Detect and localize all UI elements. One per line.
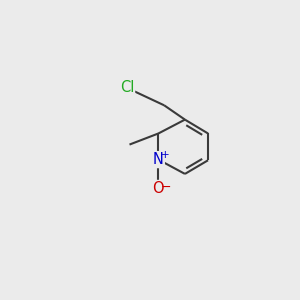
Text: N: N <box>153 152 164 167</box>
Text: +: + <box>161 149 170 160</box>
Text: Cl: Cl <box>120 80 134 95</box>
Text: O: O <box>153 181 164 196</box>
Text: −: − <box>161 181 171 194</box>
